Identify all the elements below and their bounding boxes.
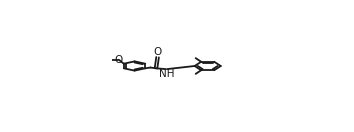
- Text: O: O: [153, 47, 162, 57]
- Text: NH: NH: [159, 69, 174, 79]
- Text: O: O: [115, 55, 123, 65]
